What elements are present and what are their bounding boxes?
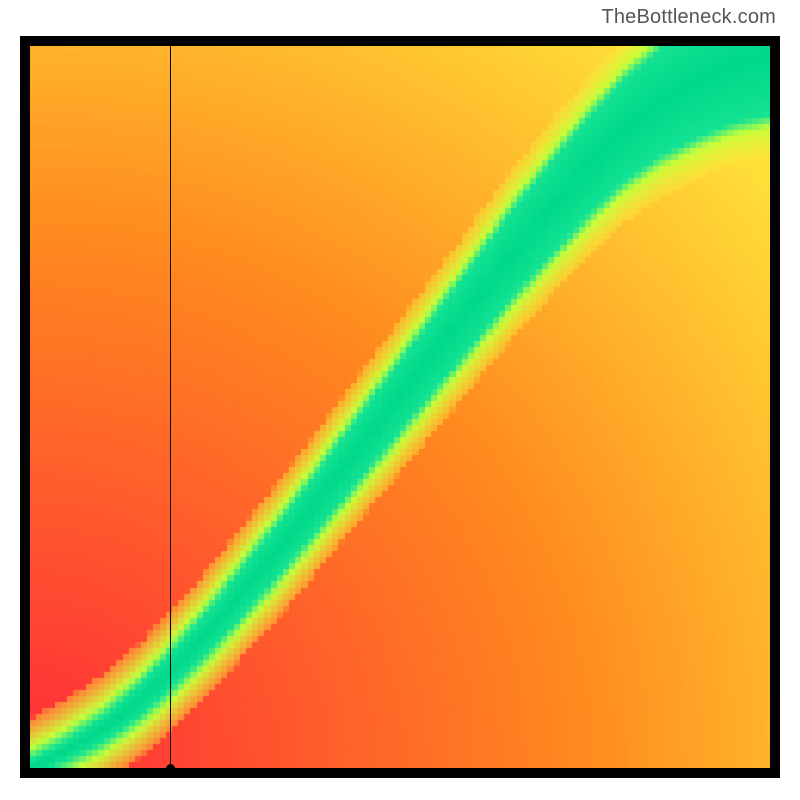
crosshair-marker [166, 764, 175, 773]
attribution-label: TheBottleneck.com [601, 6, 776, 29]
plot-frame-left [20, 36, 30, 778]
crosshair-horizontal-line [30, 768, 770, 769]
crosshair-vertical-line [170, 46, 171, 768]
plot-frame-right [770, 36, 780, 778]
plot-frame-top [20, 36, 780, 46]
plot-frame-bottom [20, 768, 780, 778]
chart-container: TheBottleneck.com [0, 0, 800, 800]
bottleneck-heatmap [30, 46, 770, 768]
